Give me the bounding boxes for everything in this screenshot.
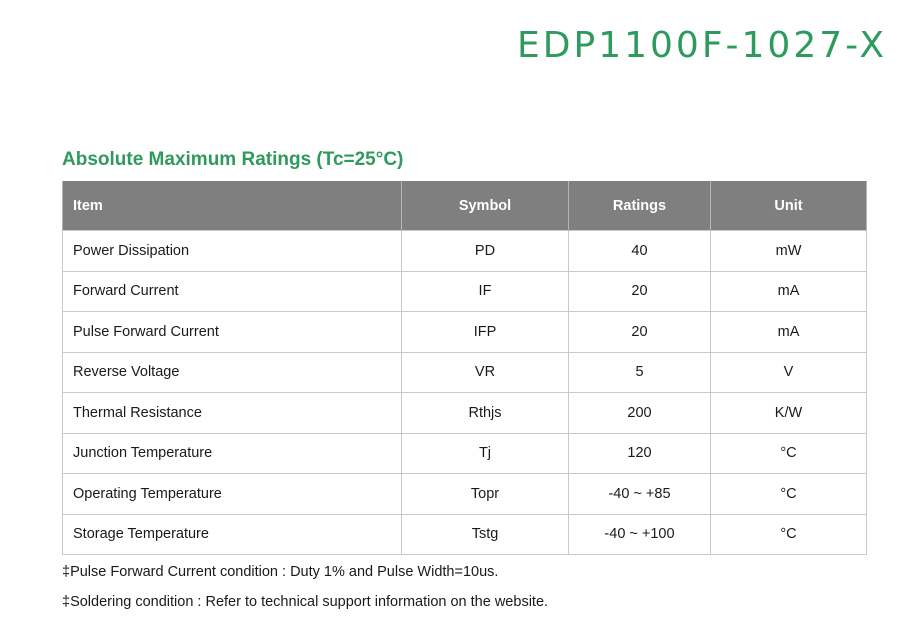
table-row: Power Dissipation PD 40 mW bbox=[62, 230, 867, 272]
cell-ratings: 20 bbox=[568, 270, 711, 312]
cell-symbol: Tj bbox=[401, 432, 569, 474]
cell-symbol: Tstg bbox=[401, 513, 569, 555]
section-title: Absolute Maximum Ratings (Tc=25°C) bbox=[62, 149, 404, 170]
cell-unit: K/W bbox=[710, 392, 867, 434]
cell-symbol: Rthjs bbox=[401, 392, 569, 434]
cell-symbol: Topr bbox=[401, 473, 569, 515]
table-row: Storage Temperature Tstg -40 ~ +100 °C bbox=[62, 513, 867, 555]
footnote-pulse-condition: ‡Pulse Forward Current condition : Duty … bbox=[62, 564, 499, 580]
cell-ratings: 5 bbox=[568, 351, 711, 393]
cell-ratings: -40 ~ +100 bbox=[568, 513, 711, 555]
cell-item: Storage Temperature bbox=[62, 513, 402, 555]
footnote-soldering-condition: ‡Soldering condition : Refer to technica… bbox=[62, 594, 549, 610]
cell-unit: V bbox=[710, 351, 867, 393]
cell-unit: °C bbox=[710, 432, 867, 474]
column-header-ratings: Ratings bbox=[568, 181, 711, 231]
table-header-row: Item Symbol Ratings Unit bbox=[62, 181, 867, 231]
cell-ratings: 40 bbox=[568, 230, 711, 272]
cell-symbol: VR bbox=[401, 351, 569, 393]
cell-symbol: PD bbox=[401, 230, 569, 272]
cell-item: Thermal Resistance bbox=[62, 392, 402, 434]
table-row: Forward Current IF 20 mA bbox=[62, 270, 867, 312]
cell-item: Reverse Voltage bbox=[62, 351, 402, 393]
column-header-symbol: Symbol bbox=[401, 181, 569, 231]
cell-item: Operating Temperature bbox=[62, 473, 402, 515]
ratings-table: Item Symbol Ratings Unit Power Dissipati… bbox=[62, 181, 867, 555]
column-header-item: Item bbox=[62, 181, 402, 231]
table-row: Thermal Resistance Rthjs 200 K/W bbox=[62, 392, 867, 434]
cell-item: Power Dissipation bbox=[62, 230, 402, 272]
cell-unit: mW bbox=[710, 230, 867, 272]
part-number-title: EDP1100F-1027-X bbox=[517, 25, 887, 66]
cell-unit: mA bbox=[710, 270, 867, 312]
table-row: Reverse Voltage VR 5 V bbox=[62, 351, 867, 393]
cell-unit: °C bbox=[710, 513, 867, 555]
cell-ratings: -40 ~ +85 bbox=[568, 473, 711, 515]
table-row: Operating Temperature Topr -40 ~ +85 °C bbox=[62, 473, 867, 515]
cell-item: Forward Current bbox=[62, 270, 402, 312]
cell-ratings: 200 bbox=[568, 392, 711, 434]
cell-symbol: IF bbox=[401, 270, 569, 312]
cell-ratings: 20 bbox=[568, 311, 711, 353]
table-row: Junction Temperature Tj 120 °C bbox=[62, 432, 867, 474]
cell-symbol: IFP bbox=[401, 311, 569, 353]
cell-unit: mA bbox=[710, 311, 867, 353]
cell-unit: °C bbox=[710, 473, 867, 515]
table-row: Pulse Forward Current IFP 20 mA bbox=[62, 311, 867, 353]
cell-ratings: 120 bbox=[568, 432, 711, 474]
cell-item: Junction Temperature bbox=[62, 432, 402, 474]
column-header-unit: Unit bbox=[710, 181, 867, 231]
cell-item: Pulse Forward Current bbox=[62, 311, 402, 353]
